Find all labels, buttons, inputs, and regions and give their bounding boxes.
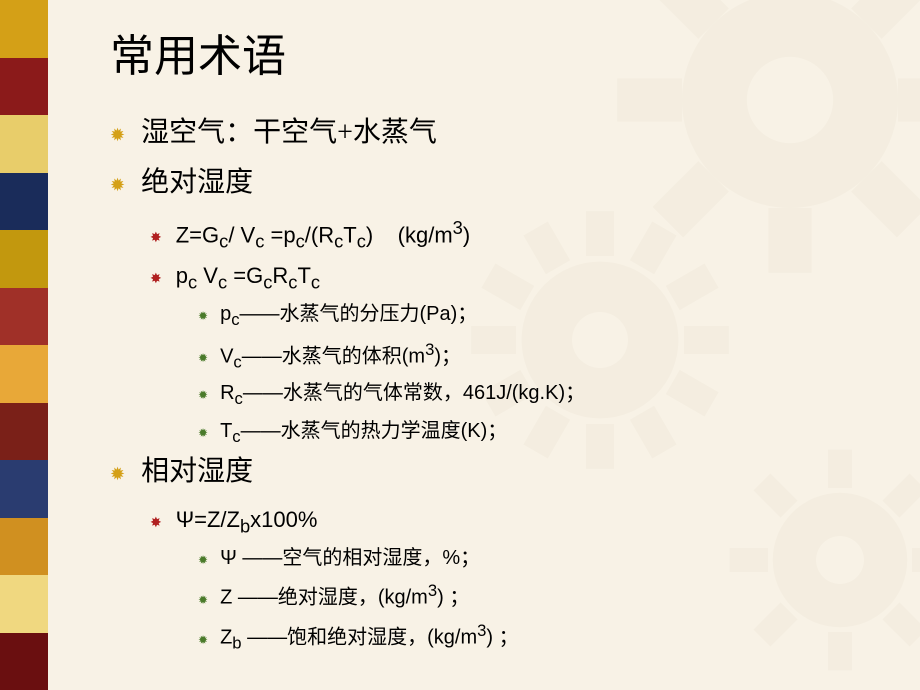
bullet-absolute-humidity: ✹ 绝对湿度 (110, 162, 860, 204)
def-text: pc——水蒸气的分压力(Pa)； (220, 297, 477, 334)
formula-text: Z=Gc/ Vc =pc/(RcTc) (kg/m3) (176, 212, 470, 257)
def-zb: ✹ Zb ——饱和绝对湿度，(kg/m3) ； (198, 616, 860, 658)
def-text: Rc——水蒸气的气体常数，461J/(kg.K)； (220, 376, 585, 413)
bullet-moist-air: ✹ 湿空气：干空气+水蒸气 (110, 112, 860, 154)
bullet-icon: ✹ (198, 348, 208, 369)
formula-z: ✸ Z=Gc/ Vc =pc/(RcTc) (kg/m3) (150, 212, 860, 257)
bullet-icon: ✹ (198, 630, 208, 651)
def-text: Tc——水蒸气的热力学温度(K)； (220, 414, 507, 451)
def-tc: ✹ Tc——水蒸气的热力学温度(K)； (198, 414, 860, 451)
def-pc: ✹ pc——水蒸气的分压力(Pa)； (198, 297, 860, 334)
formula-text: Ψ=Z/Zbx100% (176, 501, 318, 542)
bullet-icon: ✹ (198, 423, 208, 444)
bullet-icon: ✹ (198, 590, 208, 611)
bullet-relative-humidity: ✹ 相对湿度 (110, 451, 860, 493)
bullet-text: 相对湿度 (141, 451, 253, 493)
bullet-icon: ✹ (198, 306, 208, 327)
bullet-icon: ✹ (110, 172, 125, 199)
formula-text: pc Vc =GcRcTc (176, 257, 320, 298)
def-rc: ✹ Rc——水蒸气的气体常数，461J/(kg.K)； (198, 376, 860, 413)
def-psi: ✹ Ψ ——空气的相对湿度，%； (198, 541, 860, 576)
slide-content: 常用术语 ✹ 湿空气：干空气+水蒸气 ✹ 绝对湿度 ✸ Z=Gc/ Vc =pc… (0, 0, 920, 678)
bullet-icon: ✹ (198, 385, 208, 406)
bullet-icon: ✸ (150, 268, 162, 292)
def-text: Z ——绝对湿度，(kg/m3) ； (220, 576, 469, 616)
def-text: Zb ——饱和绝对湿度，(kg/m3) ； (220, 616, 519, 658)
slide-title: 常用术语 (110, 20, 860, 84)
bullet-icon: ✹ (198, 550, 208, 571)
def-text: Vc——水蒸气的体积(m3)； (220, 335, 461, 377)
def-vc: ✹ Vc——水蒸气的体积(m3)； (198, 335, 860, 377)
bullet-icon: ✹ (110, 122, 125, 149)
bullet-icon: ✸ (150, 512, 162, 536)
formula-psi: ✸ Ψ=Z/Zbx100% (150, 501, 860, 542)
bullet-icon: ✹ (110, 461, 125, 488)
bullet-text: 绝对湿度 (141, 162, 253, 204)
def-z2: ✹ Z ——绝对湿度，(kg/m3) ； (198, 576, 860, 616)
def-text: Ψ ——空气的相对湿度，%； (220, 541, 480, 576)
bullet-icon: ✸ (150, 227, 162, 251)
formula-pv: ✸ pc Vc =GcRcTc (150, 257, 860, 298)
bullet-text: 湿空气：干空气+水蒸气 (141, 112, 437, 154)
